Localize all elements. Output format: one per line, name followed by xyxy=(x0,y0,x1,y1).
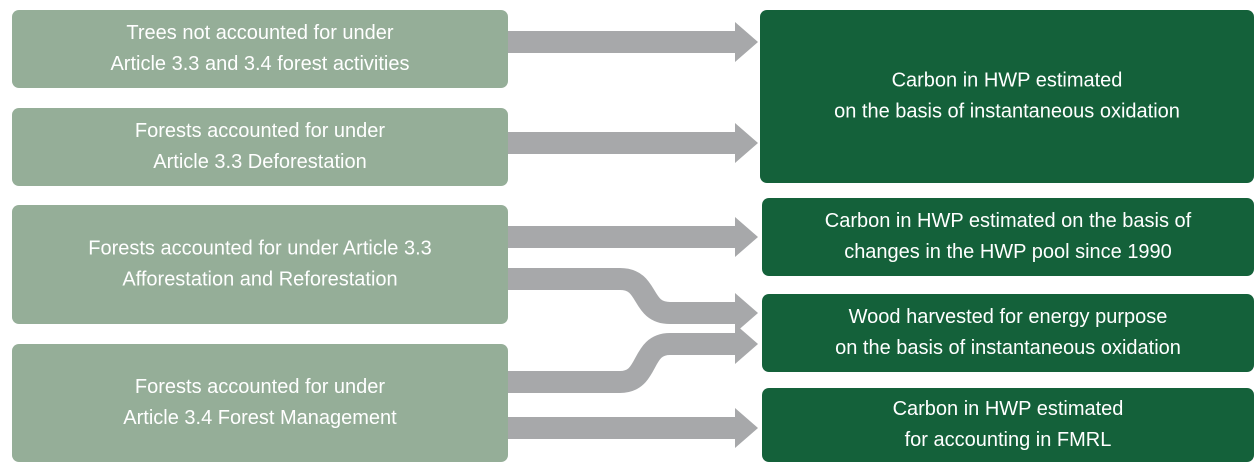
target-box xyxy=(760,10,1254,183)
box-text: Carbon in HWP estimated xyxy=(893,398,1124,420)
box-text: Forests accounted for under xyxy=(135,376,385,398)
box-text: Article 3.3 and 3.4 forest activities xyxy=(110,53,409,75)
target-box xyxy=(762,294,1254,372)
boxes: Trees not accounted for under Article 3.3… xyxy=(12,10,1254,462)
box-text: Wood harvested for energy purpose xyxy=(849,306,1168,328)
box-text: Article 3.4 Forest Management xyxy=(123,407,397,429)
box-text: Carbon in HWP estimated xyxy=(892,69,1123,91)
arrow xyxy=(508,217,758,257)
arrowhead xyxy=(735,324,758,364)
source-box xyxy=(12,108,508,186)
box-text: for accounting in FMRL xyxy=(905,429,1112,451)
box-text: Article 3.3 Deforestation xyxy=(153,151,366,173)
box-text: Trees not accounted for under xyxy=(126,22,394,44)
box-text: on the basis of instantaneous oxidation xyxy=(835,337,1181,359)
box-text: Forests accounted for under Article 3.3 xyxy=(88,237,432,259)
arrows xyxy=(508,22,758,448)
arrow xyxy=(508,22,758,62)
arrow xyxy=(508,408,758,448)
source-box xyxy=(12,344,508,462)
curved-arrow xyxy=(508,268,736,324)
box-text: on the basis of instantaneous oxidation xyxy=(834,100,1180,122)
box-text: Afforestation and Reforestation xyxy=(122,268,397,290)
target-box xyxy=(762,388,1254,462)
arrowhead xyxy=(735,293,758,333)
box-text: Carbon in HWP estimated on the basis of xyxy=(825,210,1192,232)
source-box xyxy=(12,10,508,88)
target-box xyxy=(762,198,1254,276)
box-text: changes in the HWP pool since 1990 xyxy=(844,241,1172,263)
box-text: Forests accounted for under xyxy=(135,120,385,142)
curved-arrow xyxy=(508,333,736,393)
arrow xyxy=(508,123,758,163)
source-box xyxy=(12,205,508,324)
